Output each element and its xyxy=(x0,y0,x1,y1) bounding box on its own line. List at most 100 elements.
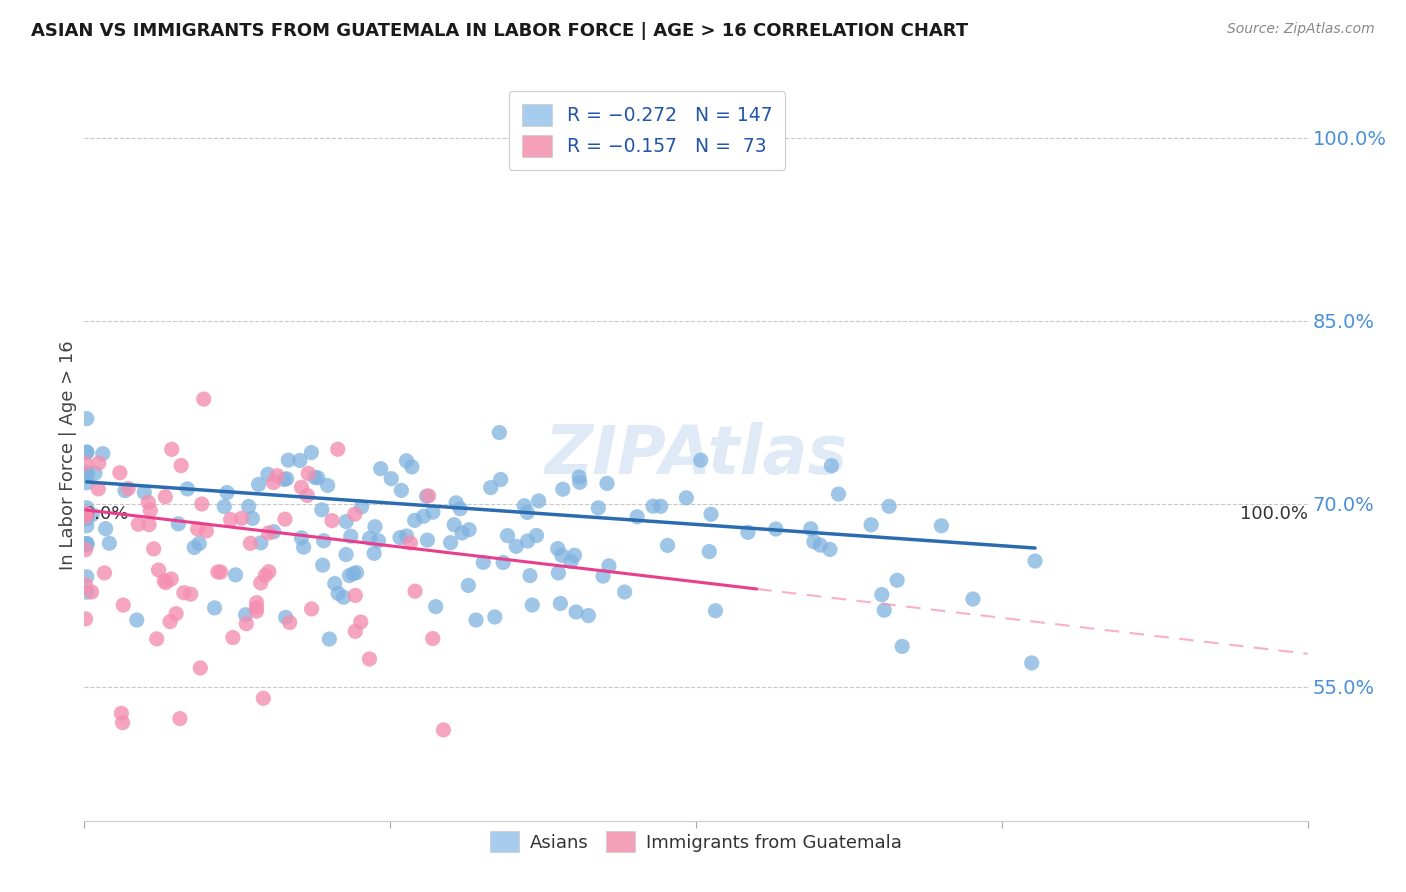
Point xyxy=(565,605,588,619)
Point xyxy=(326,442,349,457)
Point xyxy=(242,511,264,525)
Point xyxy=(187,522,209,536)
Point xyxy=(112,598,135,612)
Text: ZIPAtlas: ZIPAtlas xyxy=(544,422,848,488)
Point xyxy=(257,467,280,482)
Point xyxy=(245,600,267,615)
Point xyxy=(827,487,849,501)
Point xyxy=(136,495,159,509)
Point xyxy=(596,476,619,491)
Point xyxy=(458,523,481,537)
Point xyxy=(808,538,831,552)
Point xyxy=(145,632,167,646)
Point xyxy=(311,503,333,517)
Point xyxy=(110,706,132,721)
Point xyxy=(239,536,262,550)
Point xyxy=(547,566,569,580)
Point xyxy=(125,613,148,627)
Point xyxy=(803,534,825,549)
Point xyxy=(700,508,723,522)
Point xyxy=(364,519,387,533)
Point xyxy=(449,501,471,516)
Point xyxy=(451,525,474,540)
Point xyxy=(432,723,454,737)
Point xyxy=(254,568,277,582)
Point xyxy=(231,511,253,525)
Point xyxy=(472,555,495,569)
Point xyxy=(578,608,600,623)
Point xyxy=(215,485,238,500)
Point xyxy=(416,533,439,547)
Point xyxy=(76,500,98,515)
Point xyxy=(75,578,97,592)
Point xyxy=(335,515,357,529)
Point xyxy=(235,607,257,622)
Point xyxy=(209,565,232,579)
Point xyxy=(155,575,177,590)
Point xyxy=(657,538,679,552)
Point xyxy=(273,473,295,487)
Point xyxy=(235,616,257,631)
Point xyxy=(183,541,205,555)
Point xyxy=(457,578,479,592)
Point xyxy=(350,615,373,629)
Point xyxy=(650,500,672,514)
Point xyxy=(167,516,190,531)
Point xyxy=(516,506,538,520)
Point xyxy=(82,508,104,522)
Point xyxy=(395,529,418,543)
Point xyxy=(547,541,569,556)
Point xyxy=(249,576,271,591)
Point xyxy=(891,640,914,654)
Text: 100.0%: 100.0% xyxy=(1240,505,1308,523)
Point xyxy=(877,500,900,514)
Point xyxy=(176,482,198,496)
Point xyxy=(704,604,727,618)
Point xyxy=(214,500,236,514)
Point xyxy=(290,480,312,494)
Point xyxy=(76,475,98,490)
Point xyxy=(359,652,381,666)
Point xyxy=(412,509,434,524)
Point xyxy=(350,500,373,514)
Point xyxy=(84,467,107,481)
Point xyxy=(439,535,461,549)
Point xyxy=(444,496,467,510)
Point xyxy=(931,518,953,533)
Point xyxy=(675,491,697,505)
Point xyxy=(250,536,273,550)
Point xyxy=(389,531,412,545)
Point xyxy=(340,529,363,543)
Point xyxy=(404,513,426,527)
Point xyxy=(204,600,226,615)
Point xyxy=(551,549,574,563)
Point xyxy=(401,459,423,474)
Point xyxy=(488,425,510,440)
Point xyxy=(170,458,193,473)
Point xyxy=(139,503,162,517)
Point xyxy=(87,456,110,470)
Point xyxy=(277,453,299,467)
Point xyxy=(173,585,195,599)
Point xyxy=(873,603,896,617)
Point xyxy=(76,507,98,521)
Point xyxy=(76,536,98,550)
Point xyxy=(551,482,574,496)
Point xyxy=(479,481,502,495)
Point xyxy=(568,475,591,490)
Point xyxy=(180,587,202,601)
Point xyxy=(288,453,311,467)
Point xyxy=(962,592,984,607)
Point xyxy=(278,615,301,630)
Point xyxy=(323,576,346,591)
Point xyxy=(312,558,335,573)
Point xyxy=(76,465,98,479)
Point xyxy=(818,542,841,557)
Point xyxy=(886,574,908,588)
Point xyxy=(415,489,437,503)
Point xyxy=(98,536,121,550)
Point xyxy=(274,610,297,624)
Text: Source: ZipAtlas.com: Source: ZipAtlas.com xyxy=(1227,22,1375,37)
Point xyxy=(222,631,245,645)
Point xyxy=(188,661,211,675)
